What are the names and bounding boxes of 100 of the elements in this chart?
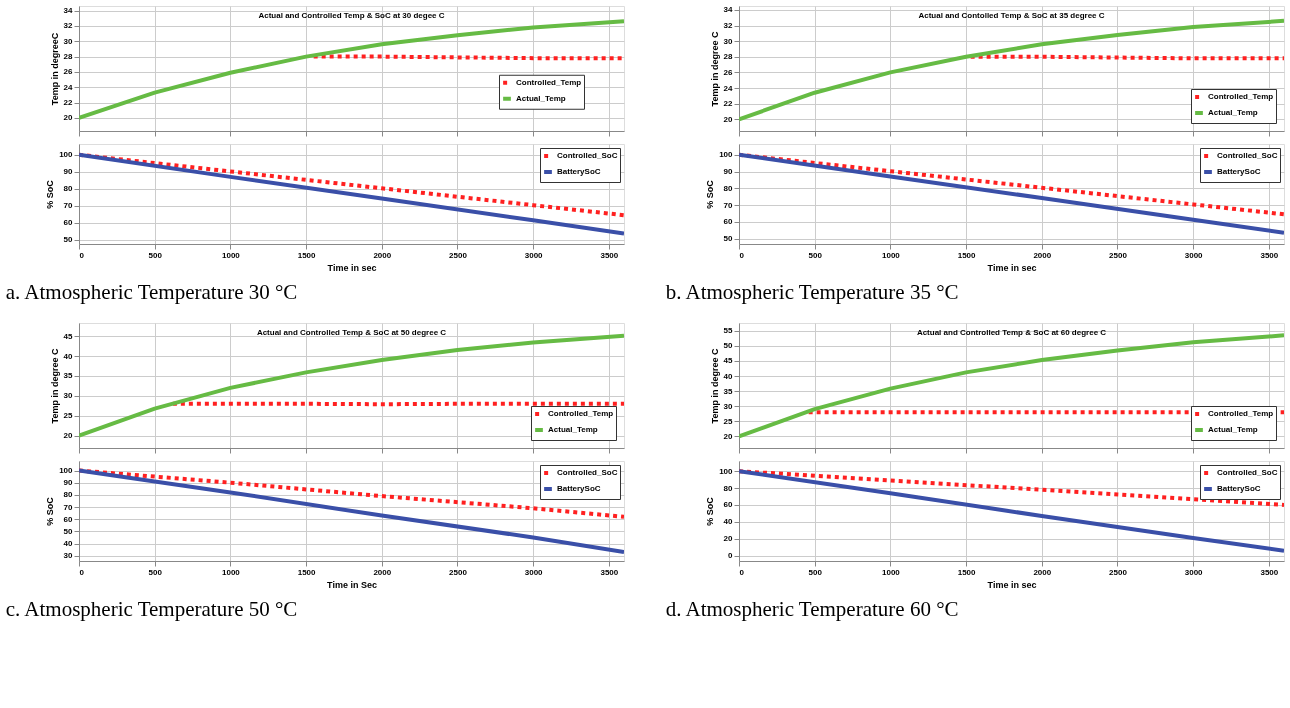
y-tick-label: 60: [723, 217, 734, 227]
y-tick-label: 80: [63, 490, 74, 500]
line-series: [739, 152, 1284, 235]
line-series: [739, 469, 1284, 507]
x-tick-label: 3000: [1184, 250, 1204, 260]
y-tick-label: 20: [723, 534, 734, 544]
legend-label: Controlled_Temp: [1208, 409, 1274, 418]
y-tick-label: 30: [63, 36, 74, 46]
y-tick-label: 32: [63, 21, 74, 31]
text: Actual and Controlled Temp & SoC at 60 degree C: [916, 328, 1107, 337]
y-axis-title: Temp in degree C: [709, 31, 720, 107]
legend-label: Controlled_SoC: [1217, 468, 1278, 477]
y-axis-title: % SoC: [705, 179, 716, 209]
y-tick-label: 24: [723, 83, 734, 93]
x-tick-label: 2500: [449, 567, 468, 577]
y-tick-label: 35: [63, 371, 74, 381]
y-axis-title: % SoC: [45, 179, 56, 209]
y-tick-label: 30: [723, 36, 734, 46]
x-tick-label: 2500: [1109, 250, 1128, 260]
y-tick-label: 22: [723, 99, 734, 109]
x-tick-label: 2000: [373, 250, 392, 260]
y-tick-label: 80: [63, 184, 74, 194]
text: Actual and Controlled Temp & SoC at 30 degee C: [258, 11, 445, 20]
x-tick-label: 500: [808, 250, 823, 260]
x-tick-label: 3000: [1184, 567, 1204, 577]
y-tick-label: 50: [723, 234, 734, 244]
text: d. Atmospheric Temperature 60 °C: [665, 597, 959, 621]
y-axis-title: Temp in degreeC: [49, 32, 60, 106]
x-tick-label: 2000: [1033, 567, 1052, 577]
y-tick-label: 25: [63, 411, 74, 421]
legend-label: Controlled_Temp: [548, 409, 614, 418]
x-tick-label: 1000: [221, 567, 241, 577]
x-tick-label: 2000: [373, 567, 392, 577]
y-tick-label: 50: [723, 341, 734, 351]
y-tick-label: 20: [723, 114, 734, 124]
y-tick-label: 26: [63, 67, 74, 77]
x-tick-label: 1500: [957, 250, 977, 260]
text: a. Atmospheric Temperature 30 °C: [5, 280, 298, 304]
y-tick-label: 40: [723, 371, 734, 381]
x-tick-label: 3500: [1260, 250, 1279, 260]
y-tick-label: 90: [63, 478, 74, 488]
x-tick-label: 3500: [600, 567, 619, 577]
y-axis-title: Temp in degree C: [709, 348, 720, 424]
y-tick-label: 30: [723, 401, 734, 411]
x-tick-label: 3500: [1260, 567, 1279, 577]
legend-label: Controlled_SoC: [557, 468, 618, 477]
x-tick-label: 1000: [881, 250, 901, 260]
x-axis-title: Time in sec: [327, 262, 377, 273]
y-tick-label: 20: [723, 431, 734, 441]
y-tick-label: 30: [63, 391, 74, 401]
x-tick-label: 1500: [297, 567, 317, 577]
y-tick-label: 90: [63, 167, 74, 177]
y-tick-label: 100: [59, 466, 74, 475]
y-tick-label: 0: [728, 551, 734, 561]
line-series: [79, 468, 624, 555]
y-tick-label: 80: [723, 183, 734, 193]
y-tick-label: 55: [723, 326, 734, 336]
x-axis-title: Time in Sec: [327, 579, 377, 590]
y-axis-title: Temp in degree C: [49, 348, 60, 424]
y-tick-label: 22: [63, 98, 74, 108]
x-tick-label: 2500: [1109, 567, 1128, 577]
y-axis-title: % SoC: [705, 496, 716, 526]
y-tick-label: 45: [723, 356, 734, 366]
x-tick-label: 0: [79, 250, 85, 260]
y-tick-label: 70: [63, 502, 74, 512]
y-tick-label: 32: [723, 21, 734, 31]
x-tick-label: 0: [739, 567, 745, 577]
line-series: [739, 469, 1284, 553]
y-tick-label: 25: [723, 416, 734, 426]
x-tick-label: 500: [148, 250, 163, 260]
text: b. Atmospheric Temperature 35 °C: [665, 280, 959, 304]
y-tick-label: 50: [63, 235, 74, 245]
x-tick-label: 500: [808, 567, 823, 577]
y-tick-label: 20: [63, 431, 74, 441]
y-tick-label: 50: [63, 526, 74, 536]
x-tick-label: 2500: [449, 250, 468, 260]
line-series: [79, 152, 624, 236]
y-tick-label: 60: [63, 218, 74, 228]
x-tick-label: 0: [79, 567, 85, 577]
y-tick-label: 100: [59, 150, 74, 160]
y-tick-label: 26: [723, 67, 734, 77]
legend-label: Controlled_SoC: [1217, 151, 1278, 160]
x-tick-label: 1000: [221, 250, 241, 260]
line-series: [79, 19, 624, 120]
x-tick-label: 3500: [600, 250, 619, 260]
y-tick-label: 35: [723, 386, 734, 396]
x-tick-label: 0: [739, 250, 745, 260]
text: c. Atmospheric Temperature 50 °C: [5, 597, 298, 621]
legend-label: BatterySoC: [1217, 167, 1261, 176]
y-tick-label: 40: [63, 351, 74, 361]
y-tick-label: 40: [723, 517, 734, 527]
legend-label: Actual_Temp: [548, 425, 598, 434]
legend-label: BatterySoC: [557, 167, 601, 176]
line-series: [739, 18, 1284, 122]
y-tick-label: 30: [63, 551, 74, 561]
legend-label: BatterySoC: [1217, 484, 1261, 493]
x-tick-label: 3000: [524, 567, 544, 577]
legend-label: BatterySoC: [557, 484, 601, 493]
x-tick-label: 1500: [957, 567, 977, 577]
y-tick-label: 100: [719, 466, 734, 476]
